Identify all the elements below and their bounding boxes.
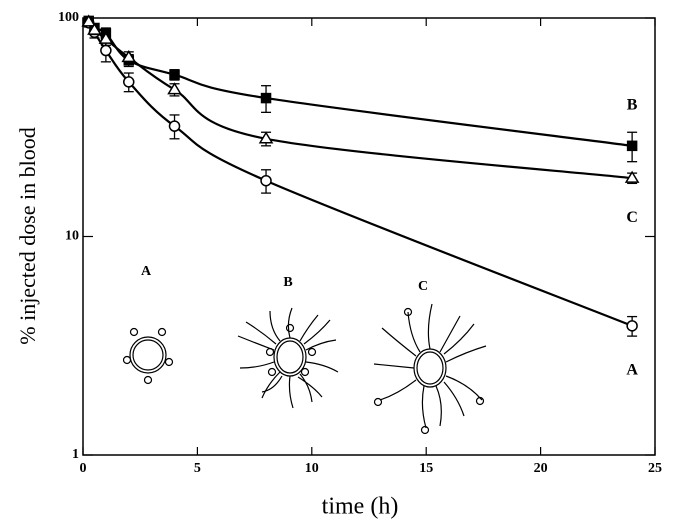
- x-tick-label: 15: [419, 461, 433, 476]
- series-line: [87, 21, 633, 180]
- marker: [87, 22, 102, 35]
- inset-label: C: [418, 279, 428, 294]
- marker: [123, 76, 135, 88]
- x-tick-label: 5: [194, 461, 201, 476]
- marker: [260, 174, 272, 187]
- marker: [626, 140, 638, 152]
- y-axis-label: % injected dose in blood: [15, 127, 40, 345]
- plot-frame: [82, 17, 656, 456]
- marker: [98, 31, 114, 44]
- y-tick-label: 100: [58, 10, 79, 25]
- series-label: B: [627, 97, 638, 114]
- x-axis-label: time (h): [322, 494, 399, 520]
- liposome-drawings: [122, 303, 487, 435]
- marker: [168, 120, 181, 132]
- marker: [169, 69, 180, 80]
- marker: [100, 44, 112, 57]
- marker: [626, 320, 638, 332]
- marker: [624, 170, 640, 183]
- y-tick-label: 10: [65, 229, 79, 244]
- marker: [167, 82, 182, 95]
- x-tick-label: 0: [80, 461, 87, 476]
- marker: [121, 49, 137, 63]
- marker: [260, 92, 272, 104]
- x-tick-label: 25: [648, 461, 662, 476]
- marker: [258, 131, 274, 144]
- y-tick-label: 1: [72, 447, 79, 462]
- series-line: [87, 22, 633, 327]
- x-tick-label: 10: [305, 461, 319, 476]
- inset-label: A: [141, 264, 152, 279]
- series-label: A: [626, 362, 638, 379]
- inset-label: B: [283, 275, 292, 290]
- x-tick-label: 20: [534, 461, 548, 476]
- marker: [81, 14, 97, 27]
- series-label: C: [626, 209, 638, 226]
